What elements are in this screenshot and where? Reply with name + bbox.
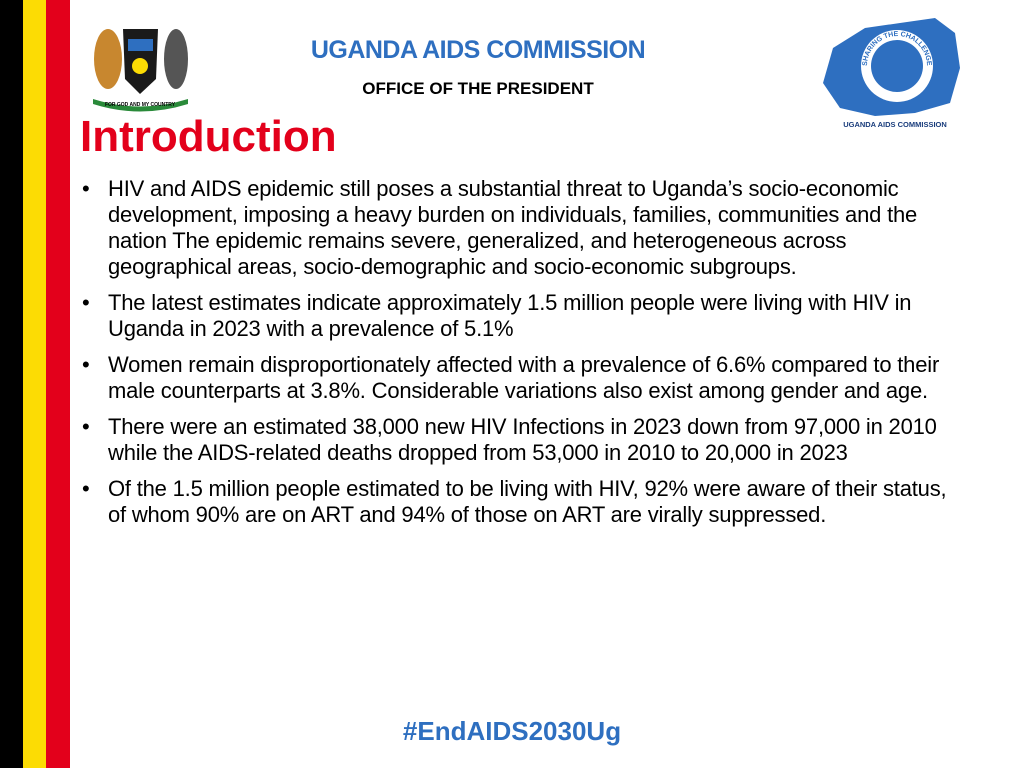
bullet: Women remain disproportionately affected…: [78, 352, 958, 404]
bullet: HIV and AIDS epidemic still poses a subs…: [78, 176, 958, 280]
commission-logo: SHARING THE CHALLENGE UGANDA AIDS COMMIS…: [823, 18, 960, 129]
flag-stripes: [0, 0, 70, 768]
heading: Introduction: [80, 112, 337, 161]
motto: FOR GOD AND MY COUNTRY: [105, 102, 176, 108]
org-title: UGANDA AIDS COMMISSION: [310, 36, 646, 64]
bullet: There were an estimated 38,000 new HIV I…: [78, 414, 958, 466]
hashtag: #EndAIDS2030Ug: [402, 716, 622, 746]
bullet-list: HIV and AIDS epidemic still poses a subs…: [78, 176, 958, 538]
org-subtitle: OFFICE OF THE PRESIDENT: [362, 79, 594, 98]
bullet: Of the 1.5 million people estimated to b…: [78, 476, 958, 528]
coat-of-arms: FOR GOD AND MY COUNTRY: [93, 29, 188, 112]
bullet: The latest estimates indicate approximat…: [78, 290, 958, 342]
logo-caption: UGANDA AIDS COMMISSION: [843, 120, 947, 129]
